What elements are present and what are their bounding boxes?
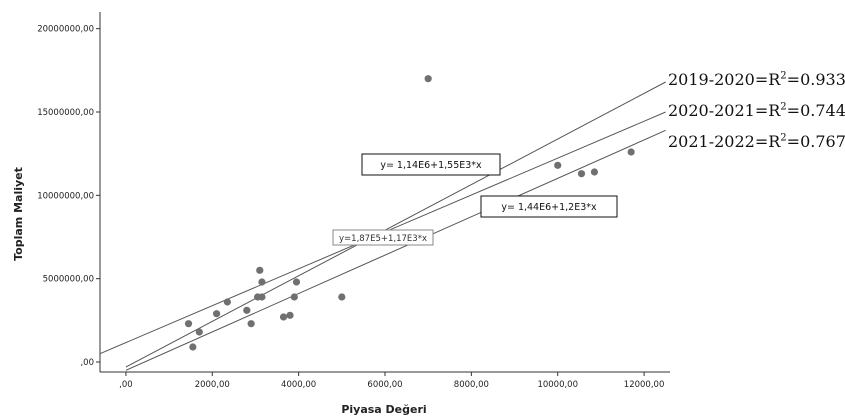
fit-line-1 (125, 81, 666, 368)
x-tick-label: 2000,00 (195, 380, 230, 390)
x-tick-label: 4000,00 (281, 380, 316, 390)
data-point (577, 170, 586, 178)
data-point (258, 278, 266, 286)
equation-label-1: y= 1,14E6+1,55E3*x (380, 160, 482, 171)
regression-lines (99, 81, 666, 371)
x-tick-label: 8000,00 (454, 380, 489, 390)
x-axis-ticks: ,00 2000,00 4000,00 6000,00 8000,00 10000,00 1… (119, 372, 664, 390)
data-point (627, 148, 635, 156)
y-tick-label: 15000000,00 (37, 108, 94, 118)
equation-label-3: y=1,87E5+1,17E3*x (339, 234, 427, 244)
data-point (286, 311, 294, 319)
data-point (424, 75, 432, 83)
data-point (189, 343, 197, 351)
y-tick-label: ,00 (80, 358, 94, 368)
r2-label-2021-2022: 2021-2022=R2=0.767 (668, 132, 845, 151)
y-axis-title: Toplam Maliyet (12, 167, 25, 261)
x-tick-label: 12000,00 (624, 380, 665, 390)
r2-label-2020-2021: 2020-2021=R2=0.744 (668, 101, 845, 120)
plot-area (99, 12, 670, 373)
equation-box-1 (361, 153, 501, 176)
data-point (292, 278, 301, 286)
x-tick-label: 10000,00 (537, 380, 578, 390)
fit-line-3 (125, 129, 666, 371)
data-point (184, 320, 193, 328)
y-tick-label: 20000000,00 (37, 25, 94, 35)
equation-box-3 (332, 229, 434, 246)
data-point (554, 161, 562, 169)
data-point (590, 168, 599, 176)
data-point (247, 320, 255, 328)
data-point (223, 298, 231, 306)
data-point (290, 293, 298, 301)
equation-box-2 (480, 195, 618, 218)
data-point (212, 310, 221, 318)
data-point (258, 293, 266, 301)
x-tick-label: ,00 (119, 380, 133, 390)
y-tick-label: 5000000,00 (43, 275, 94, 285)
r2-label-2019-2020: 2019-2020=R2=0.933 (668, 70, 845, 89)
y-tick-label: 10000000,00 (37, 191, 94, 201)
x-tick-label: 6000,00 (367, 380, 402, 390)
data-points (184, 75, 635, 351)
data-point (338, 293, 346, 301)
data-point (256, 266, 264, 274)
y-axis-ticks: ,00 5000000,00 10000000,00 15000000,00 20000… (37, 25, 100, 368)
x-axis-title: Piyasa Değeri (341, 403, 426, 416)
data-point (243, 306, 251, 314)
equation-label-2: y= 1,44E6+1,2E3*x (501, 202, 597, 213)
data-point (195, 328, 203, 336)
data-point (279, 313, 288, 321)
